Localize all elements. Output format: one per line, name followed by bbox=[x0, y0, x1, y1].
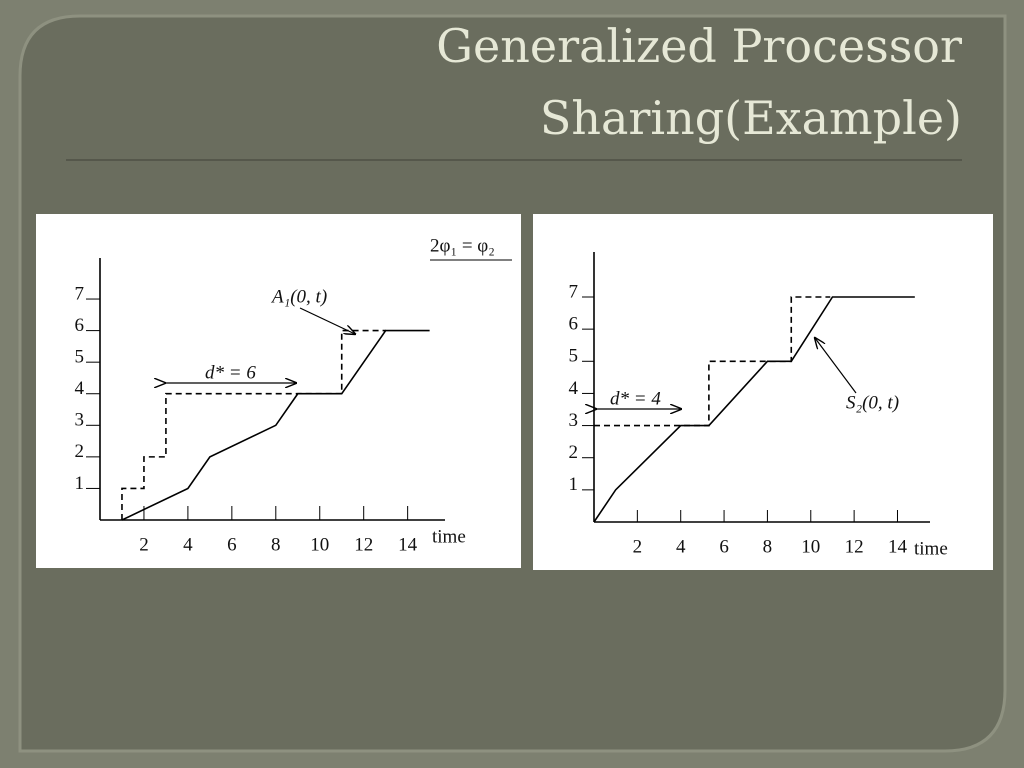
y-tick-label: 1 bbox=[569, 474, 579, 495]
x-tick-label: 12 bbox=[845, 536, 864, 557]
service-curve bbox=[121, 329, 430, 521]
slide-title: Sharing(Example) bbox=[540, 91, 962, 145]
y-tick-label: 5 bbox=[569, 346, 579, 367]
x-tick-label: 10 bbox=[310, 534, 329, 555]
x-axis-label: time bbox=[432, 526, 466, 547]
y-tick-label: 1 bbox=[75, 473, 85, 494]
x-tick-label: 6 bbox=[227, 534, 237, 555]
pointer-arrow bbox=[299, 307, 355, 334]
y-tick-label: 4 bbox=[75, 378, 85, 399]
y-tick-label: 2 bbox=[569, 442, 579, 463]
x-tick-label: 4 bbox=[676, 536, 686, 557]
y-tick-label: 5 bbox=[75, 347, 85, 368]
y-tick-label: 6 bbox=[75, 315, 85, 336]
y-tick-label: 6 bbox=[569, 314, 579, 335]
annotation: d* = 4 bbox=[610, 388, 661, 409]
y-tick-label: 7 bbox=[569, 281, 579, 302]
chart-panel bbox=[533, 214, 993, 570]
y-tick-label: 2 bbox=[75, 441, 85, 462]
pointer-arrow bbox=[815, 338, 857, 394]
x-tick-label: 2 bbox=[633, 536, 643, 557]
x-tick-label: 10 bbox=[801, 536, 820, 557]
annotation: A₁(0, t) bbox=[270, 286, 327, 307]
service-curve bbox=[593, 296, 915, 523]
x-tick-label: 2 bbox=[139, 534, 149, 555]
x-tick-label: 14 bbox=[888, 536, 908, 557]
chart-panel bbox=[36, 214, 521, 568]
x-tick-label: 14 bbox=[398, 534, 418, 555]
y-tick-label: 4 bbox=[569, 378, 579, 399]
annotation: S₂(0, t) bbox=[846, 392, 899, 413]
x-tick-label: 4 bbox=[183, 534, 193, 555]
y-tick-label: 3 bbox=[75, 410, 85, 431]
x-tick-label: 6 bbox=[719, 536, 729, 557]
x-tick-label: 8 bbox=[763, 536, 773, 557]
annotation: 2φ₁ = φ₂ bbox=[430, 235, 495, 256]
y-tick-label: 3 bbox=[569, 410, 579, 431]
x-tick-label: 12 bbox=[354, 534, 373, 555]
slide-title: Generalized Processor bbox=[436, 19, 962, 73]
y-tick-label: 7 bbox=[75, 283, 85, 304]
annotation: d* = 6 bbox=[205, 362, 256, 383]
x-axis-label: time bbox=[914, 538, 948, 559]
x-tick-label: 8 bbox=[271, 534, 281, 555]
